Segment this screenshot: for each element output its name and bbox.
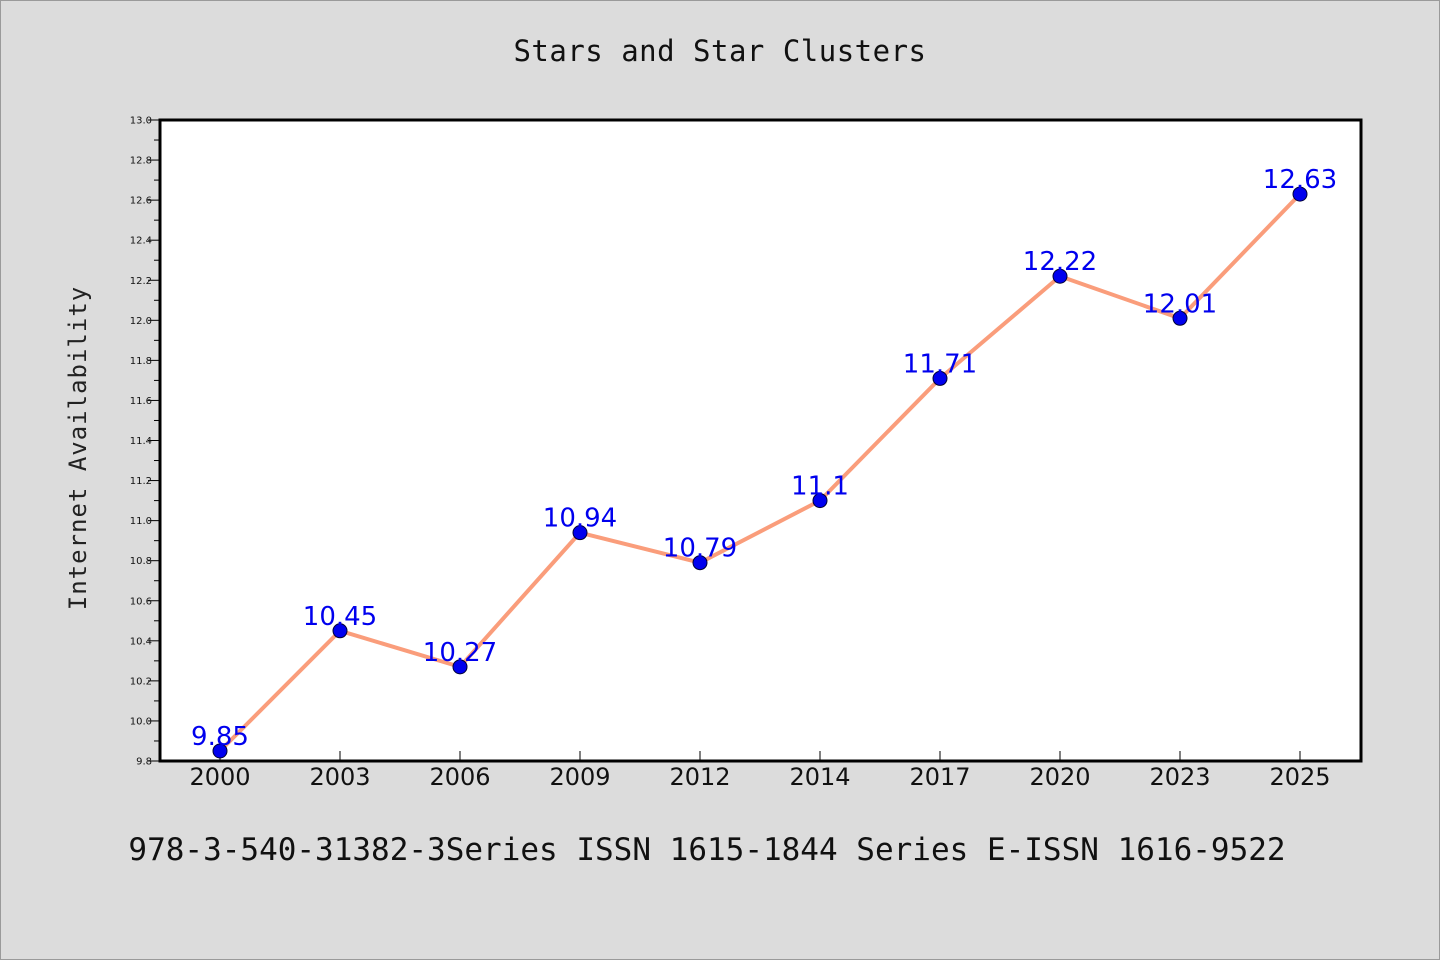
y-tick-label: 10.2: [130, 676, 152, 687]
x-tick-label: 2017: [909, 763, 970, 791]
y-tick-label: 10.8: [130, 556, 152, 567]
y-tick-label: 10.4: [130, 636, 152, 647]
y-tick-label: 11.2: [130, 476, 152, 487]
data-label: 10.94: [543, 504, 617, 534]
y-tick-label: 12.0: [130, 316, 152, 327]
y-tick-label: 12.6: [130, 196, 152, 207]
y-tick-label: 12.4: [130, 236, 152, 247]
data-point: [452, 659, 468, 675]
x-tick-label: 2023: [1149, 763, 1210, 791]
y-tick-label: 13.0: [130, 116, 152, 127]
x-axis-ticks: 2000 2003 2006 2009 2012 2014 2017 2020 2023 2025: [189, 751, 1331, 791]
data-point: [1052, 268, 1068, 284]
y-tick-label: 12.8: [130, 156, 152, 167]
y-tick-label: 10.6: [130, 596, 152, 607]
series-layer: 9.85 10.45 10.27 10.94 10.79 11.1 11.71 12.22 12…: [191, 165, 1337, 759]
x-tick-label: 2000: [189, 763, 250, 791]
data-label: 12.01: [1143, 289, 1217, 319]
y-tick-label: 9.8: [136, 757, 152, 768]
data-label: 10.45: [303, 602, 377, 632]
x-tick-label: 2003: [309, 763, 370, 791]
data-point: [332, 623, 348, 639]
data-label: 9.85: [191, 722, 249, 752]
x-tick-label: 2025: [1269, 763, 1330, 791]
y-tick-label: 11.8: [130, 356, 152, 367]
y-tick-label: 11.0: [130, 516, 152, 527]
data-point: [1292, 186, 1308, 202]
plot-area: [158, 118, 1363, 763]
data-label: 12.22: [1023, 247, 1097, 277]
data-label: 10.79: [663, 534, 737, 564]
x-tick-label: 2009: [549, 763, 610, 791]
data-point: [572, 525, 588, 541]
x-tick-label: 2006: [429, 763, 490, 791]
data-label: 11.71: [903, 349, 977, 379]
data-point: [1172, 310, 1188, 326]
y-tick-label: 12.2: [130, 276, 152, 287]
data-point: [692, 555, 708, 571]
data-point: [812, 493, 828, 509]
y-tick-label: 11.4: [130, 436, 152, 447]
y-axis-label: Internet Availability: [64, 286, 92, 610]
y-tick-label: 10.0: [130, 716, 152, 727]
y-axis-ticks: 9.8 10.0 10.2 10.4 10.6 10.8 11.0 11.2 11.4 11.6 1…: [130, 116, 160, 768]
y-tick-label: 11.6: [130, 396, 152, 407]
chart-title: Stars and Star Clusters: [513, 34, 927, 68]
x-tick-label: 2012: [669, 763, 730, 791]
series-line: [218, 192, 1302, 753]
data-label: 12.63: [1263, 165, 1337, 195]
data-point: [212, 743, 228, 759]
data-label: 10.27: [423, 638, 497, 668]
x-tick-label: 2020: [1029, 763, 1090, 791]
x-tick-label: 2014: [789, 763, 850, 791]
footer-isbn-issn: 978-3-540-31382-3Series ISSN 1615-1844 S…: [128, 832, 1286, 868]
data-label: 11.1: [791, 472, 849, 502]
data-point: [932, 370, 948, 386]
